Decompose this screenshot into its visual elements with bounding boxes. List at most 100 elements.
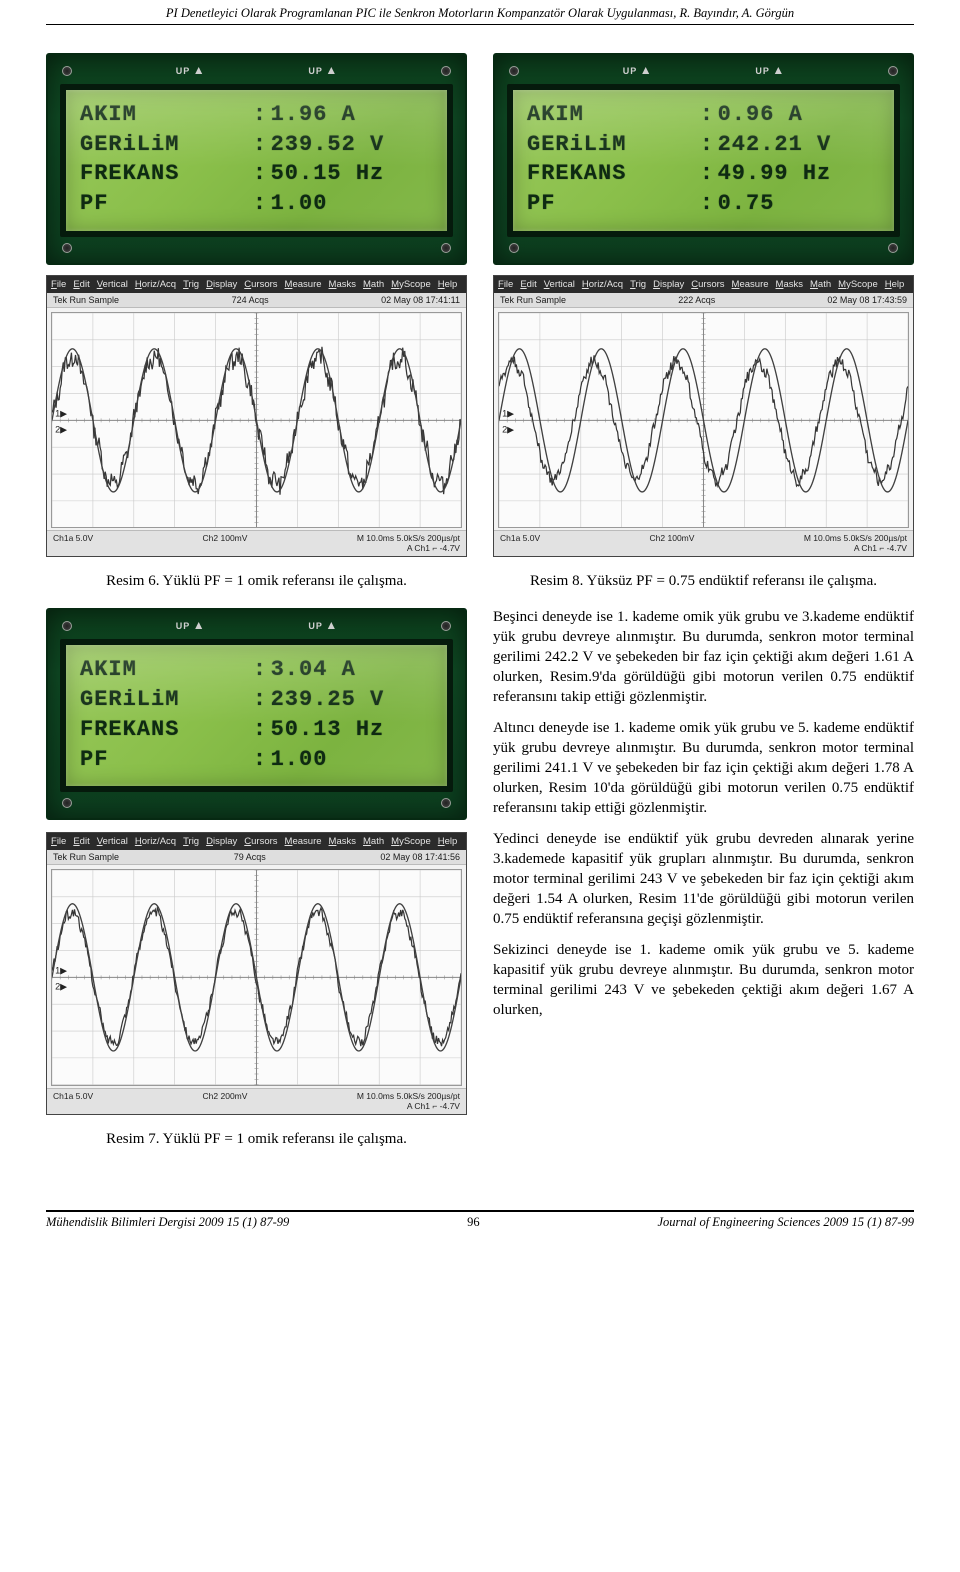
scope-ch2: Ch2 100mV: [203, 533, 248, 553]
scope-menu-item: Masks: [329, 836, 356, 847]
scope-menu-item: Measure: [285, 279, 322, 290]
scope-menu-item: Measure: [732, 279, 769, 290]
caption-resim-6: Resim 6. Yüklü PF = 1 omik referansı ile…: [46, 573, 467, 590]
lcd-screen: AKIM:0.96 A GERiLiM:242.21 V FREKANS:49.…: [507, 84, 900, 237]
scope-timestamp: 02 May 08 17:41:56: [380, 852, 460, 862]
screw-hole: [441, 798, 451, 808]
scope-timebase: M 10.0ms 5.0kS/s 200µs/pt: [357, 533, 460, 543]
scope-menu-item: Help: [885, 279, 905, 290]
oscilloscope-2: FileEditVerticalHoriz/AcqTrigDisplayCurs…: [493, 275, 914, 558]
scope-ch1: Ch1a 5.0V: [53, 1091, 93, 1111]
lcd-key: GERiLiM: [80, 685, 249, 715]
lcd-key: PF: [80, 745, 249, 775]
scope-trigger: A Ch1 ⌐ -4.7V: [357, 1101, 460, 1111]
scope-menu-item: MyScope: [391, 279, 431, 290]
scope-menu-item: Cursors: [244, 279, 277, 290]
caption-resim-7: Resim 7. Yüklü PF = 1 omik referansı ile…: [46, 1131, 467, 1148]
lcd-key: PF: [80, 189, 249, 219]
lcd-edge-label: UP: [176, 66, 191, 76]
scope-menu-item: Vertical: [544, 279, 575, 290]
scope-ch1: Ch1a 5.0V: [53, 533, 93, 553]
lcd-edge-label: UP: [623, 66, 638, 76]
scope-menu-item: Math: [363, 836, 384, 847]
svg-text:1▶: 1▶: [502, 408, 514, 418]
arrow-up-icon: ▲: [193, 618, 205, 632]
lcd-key: FREKANS: [80, 159, 249, 189]
lcd-key: FREKANS: [80, 715, 249, 745]
screw-hole: [509, 66, 519, 76]
arrow-up-icon: ▲: [325, 618, 337, 632]
scope-menu-item: Display: [206, 279, 237, 290]
lcd-value: 242.21 V: [718, 130, 880, 160]
running-header: PI Denetleyici Olarak Programlanan PIC i…: [46, 0, 914, 25]
scope-acq-count: 79 Acqs: [234, 852, 266, 862]
arrow-up-icon: ▲: [325, 63, 337, 77]
scope-plot: 1▶ 2▶: [494, 308, 913, 531]
scope-menu-item: Edit: [520, 279, 536, 290]
lcd-key: PF: [527, 189, 696, 219]
scope-menu-item: Trig: [183, 836, 199, 847]
svg-text:2▶: 2▶: [502, 424, 514, 434]
lcd-key: FREKANS: [527, 159, 696, 189]
lcd-key: AKIM: [527, 100, 696, 130]
lcd-value: 239.52 V: [271, 130, 433, 160]
lcd-value: 1.00: [271, 745, 433, 775]
scope-menu-item: Cursors: [244, 836, 277, 847]
scope-menu-item: Masks: [776, 279, 803, 290]
scope-menu: FileEditVerticalHoriz/AcqTrigDisplayCurs…: [494, 276, 913, 293]
lcd-value: 3.04 A: [271, 655, 433, 685]
scope-menu-item: MyScope: [838, 279, 878, 290]
svg-text:2▶: 2▶: [55, 424, 67, 434]
oscilloscope-3: FileEditVerticalHoriz/AcqTrigDisplayCurs…: [46, 832, 467, 1115]
page-footer: Mühendislik Bilimleri Dergisi 2009 15 (1…: [46, 1210, 914, 1230]
paragraph-8: Sekizinci deneyde ise 1. kademe omik yük…: [493, 941, 914, 1020]
scope-status-bar: Tek Run Sample 222 Acqs 02 May 08 17:43:…: [494, 293, 913, 308]
lcd-edge-label: UP: [308, 66, 323, 76]
scope-plot: 1▶2▶: [47, 865, 466, 1088]
scope-trigger: A Ch1 ⌐ -4.7V: [357, 543, 460, 553]
page-number: 96: [467, 1215, 480, 1230]
scope-footer: Ch1a 5.0V Ch2 100mV M 10.0ms 5.0kS/s 200…: [494, 530, 913, 556]
scope-menu-item: Math: [810, 279, 831, 290]
scope-menu: FileEditVerticalHoriz/AcqTrigDisplayCurs…: [47, 276, 466, 293]
scope-run-status: Tek Run Sample: [500, 295, 566, 305]
scope-menu-item: Edit: [73, 279, 89, 290]
lcd-value: 1.00: [271, 189, 433, 219]
scope-menu-item: Masks: [329, 279, 356, 290]
footer-right: Journal of Engineering Sciences 2009 15 …: [657, 1215, 914, 1230]
scope-ch2: Ch2 200mV: [203, 1091, 248, 1111]
scope-ch2: Ch2 100mV: [650, 533, 695, 553]
scope-menu: FileEditVerticalHoriz/AcqTrigDisplayCurs…: [47, 833, 466, 850]
scope-acq-count: 724 Acqs: [232, 295, 269, 305]
screw-hole: [441, 621, 451, 631]
scope-ch1: Ch1a 5.0V: [500, 533, 540, 553]
lcd-value: 1.96 A: [271, 100, 433, 130]
screw-hole: [62, 66, 72, 76]
scope-menu-item: Vertical: [97, 836, 128, 847]
scope-menu-item: Trig: [630, 279, 646, 290]
paragraph-7: Yedinci deneyde ise endüktif yük grubu d…: [493, 830, 914, 929]
screw-hole: [888, 243, 898, 253]
scope-menu-item: File: [51, 836, 66, 847]
scope-status-bar: Tek Run Sample 79 Acqs 02 May 08 17:41:5…: [47, 850, 466, 865]
lcd-edge-label: UP: [308, 621, 323, 631]
scope-menu-item: Vertical: [97, 279, 128, 290]
scope-menu-item: Display: [653, 279, 684, 290]
scope-footer: Ch1a 5.0V Ch2 100mV M 10.0ms 5.0kS/s 200…: [47, 530, 466, 556]
screw-hole: [62, 243, 72, 253]
scope-timebase: M 10.0ms 5.0kS/s 200µs/pt: [357, 1091, 460, 1101]
scope-run-status: Tek Run Sample: [53, 852, 119, 862]
lcd-value: 50.15 Hz: [271, 159, 433, 189]
scope-timebase: M 10.0ms 5.0kS/s 200µs/pt: [804, 533, 907, 543]
scope-menu-item: File: [51, 279, 66, 290]
lcd-value: 0.75: [718, 189, 880, 219]
lcd-value: 49.99 Hz: [718, 159, 880, 189]
screw-hole: [509, 243, 519, 253]
screw-hole: [888, 66, 898, 76]
scope-footer: Ch1a 5.0V Ch2 200mV M 10.0ms 5.0kS/s 200…: [47, 1088, 466, 1114]
lcd-value: 0.96 A: [718, 100, 880, 130]
caption-resim-8: Resim 8. Yüksüz PF = 0.75 endüktif refer…: [493, 573, 914, 590]
paragraph-5: Beşinci deneyde ise 1. kademe omik yük g…: [493, 608, 914, 707]
scope-menu-item: Display: [206, 836, 237, 847]
svg-text:1▶: 1▶: [55, 408, 67, 418]
